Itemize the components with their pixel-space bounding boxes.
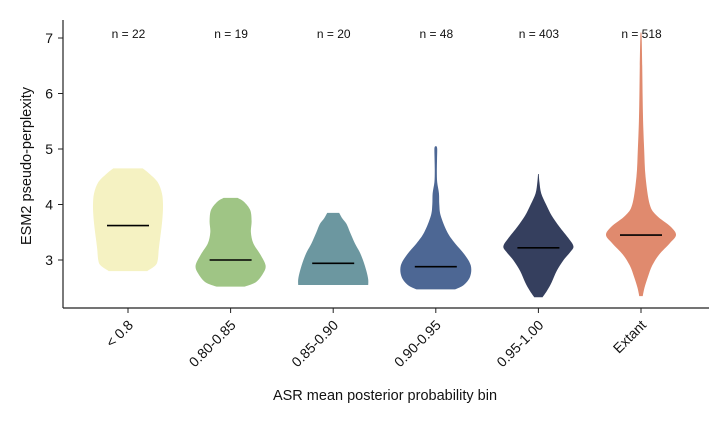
- n-label-6: n = 518: [621, 27, 662, 41]
- violin-2: [195, 197, 266, 287]
- y-tick-label-1: 3: [45, 252, 53, 268]
- x-ticks-group: < 0.8 0.80-0.85 0.85-0.90 0.90-0.95 0.95-1.0…: [103, 308, 649, 370]
- x-tick-label-5: 0.95-1.00: [493, 317, 546, 370]
- y-tick-label-2: 4: [45, 197, 53, 213]
- x-axis-title: ASR mean posterior probability bin: [273, 388, 497, 404]
- violin-6: [605, 32, 677, 297]
- n-label-1: n = 22: [112, 27, 146, 41]
- n-labels-group: n = 22 n = 19 n = 20 n = 48 n = 403 n = 518: [112, 27, 662, 41]
- x-tick-label-2: 0.80-0.85: [186, 317, 239, 370]
- n-label-4: n = 48: [419, 27, 453, 41]
- violin-4: [400, 146, 472, 290]
- y-ticks-group: 3 4 5 6 7: [45, 30, 63, 268]
- n-label-2: n = 19: [214, 27, 248, 41]
- y-tick-label-3: 5: [45, 141, 53, 157]
- x-tick-label-4: 0.90-0.95: [391, 317, 444, 370]
- n-label-5: n = 403: [519, 27, 560, 41]
- violins-group: [92, 32, 677, 298]
- violin-5: [503, 173, 574, 298]
- x-tick-label-6: Extant: [610, 317, 649, 356]
- violin-1: [92, 168, 164, 272]
- y-tick-label-4: 6: [45, 86, 53, 102]
- x-tick-label-1: < 0.8: [103, 317, 137, 351]
- n-label-3: n = 20: [317, 27, 351, 41]
- medians-group: [107, 224, 662, 268]
- x-tick-label-3: 0.85-0.90: [288, 317, 341, 370]
- y-tick-label-5: 7: [45, 30, 53, 46]
- violin-3: [298, 212, 369, 285]
- y-axis-title: ESM2 pseudo-perplexity: [19, 86, 35, 245]
